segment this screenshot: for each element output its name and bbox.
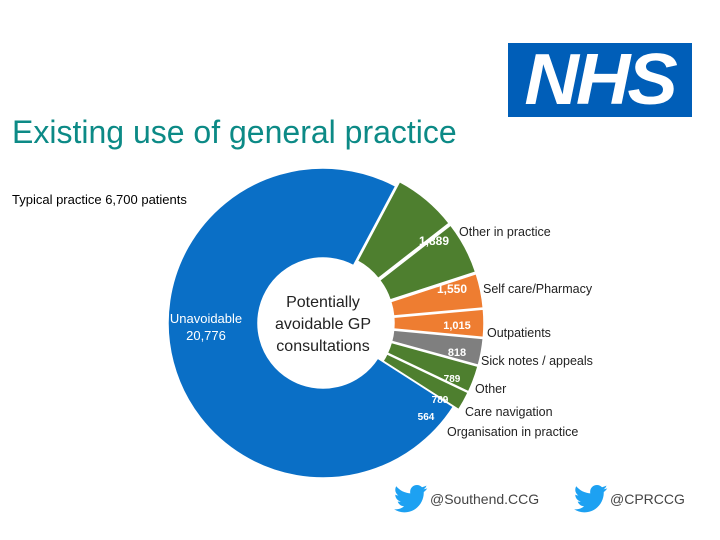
page-title: Existing use of general practice	[12, 114, 457, 150]
slice-value-label: 564	[418, 412, 435, 423]
legend-label: Care navigation	[465, 405, 553, 419]
chart-subtitle: Typical practice 6,700 patients	[12, 192, 187, 207]
slice-value-label: 1,889	[419, 234, 449, 248]
slice-sick-notes-appeals	[392, 308, 485, 339]
social-handle-cprccg[interactable]: @CPRCCG	[574, 484, 685, 514]
social-handle-southend[interactable]: @Southend.CCG	[394, 484, 539, 514]
slice-value-label: 1,015	[443, 320, 471, 332]
slice-outpatients	[389, 272, 485, 317]
slice-self-care-pharmacy	[378, 223, 477, 301]
legend-label: Outpatients	[487, 326, 551, 340]
center-label-line: consultations	[276, 338, 369, 355]
legend-label: Self care/Pharmacy	[483, 282, 593, 296]
legend-label: Organisation in practice	[447, 425, 578, 439]
slice-value-label: 789	[444, 374, 461, 385]
nhs-logo-text: NHS	[524, 40, 678, 120]
slice-value-label: 818	[448, 347, 466, 359]
social-handle-text: @Southend.CCG	[430, 491, 540, 507]
twitter-bird-icon	[394, 484, 428, 513]
social-handle-text: @CPRCCG	[610, 491, 685, 507]
slice-other	[390, 329, 485, 367]
legend-label: Other in practice	[459, 225, 551, 239]
slice-care-navigation	[386, 341, 479, 393]
nhs-logo: NHS	[508, 43, 692, 117]
center-label-line: avoidable GP	[275, 316, 371, 333]
center-label-line: Potentially	[286, 294, 360, 311]
slice-unavoidable	[167, 167, 455, 479]
slice-name-label: Unavoidable	[170, 311, 242, 326]
slice-value-label: 789	[432, 395, 449, 406]
legend-label: Sick notes / appeals	[481, 354, 593, 368]
slice-value-label: 20,776	[186, 328, 226, 343]
slice-value-label: 1,550	[437, 282, 467, 296]
twitter-bird-icon	[574, 484, 608, 513]
slice-other-in-practice	[356, 180, 451, 280]
legend-label: Other	[475, 382, 506, 396]
